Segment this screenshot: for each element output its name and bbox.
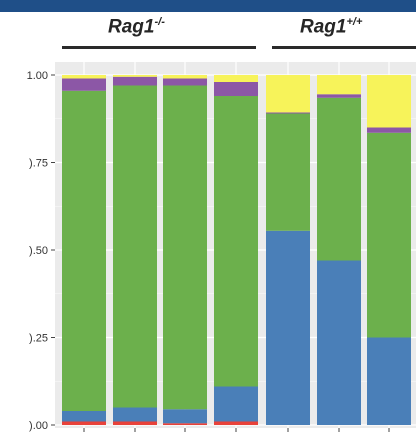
bar-segment (113, 421, 157, 425)
group-bracket-rag1-knockout (62, 46, 256, 49)
y-tick-label: 1.00 (27, 70, 48, 82)
bar-segment (62, 90, 106, 411)
bar-segment (367, 132, 411, 338)
bar-segment (163, 75, 207, 79)
bar-segment (266, 230, 310, 425)
bar-segment (214, 96, 258, 387)
bar-segment (62, 78, 106, 91)
group-label-rag1-wildtype: Rag1+/+ (300, 16, 362, 38)
bar-segment (163, 423, 207, 425)
bar-segment (62, 421, 106, 425)
group-label-superscript: +/+ (346, 16, 363, 28)
bar-segment (317, 97, 361, 261)
y-tick-label: ).50 (29, 245, 48, 257)
group-label-rag1-knockout: Rag1-/- (108, 16, 165, 38)
bar-segment (62, 75, 106, 79)
bar-segment (266, 75, 310, 113)
bar-segment (266, 112, 310, 114)
bar-segment (317, 260, 361, 425)
bar-segment (163, 85, 207, 410)
bar-segment (367, 75, 411, 128)
bar-segment (367, 337, 411, 425)
group-label-text: Rag1 (300, 16, 347, 38)
bar-segment (214, 386, 258, 422)
bar-segment (214, 75, 258, 82)
group-label-text: Rag1 (108, 16, 155, 38)
bar-segment (367, 127, 411, 133)
bar-segment (163, 78, 207, 86)
bar-segment (113, 75, 157, 77)
bar-segment (163, 409, 207, 424)
y-tick-label: ).75 (29, 158, 48, 170)
y-tick-label: ).00 (29, 420, 48, 432)
bar-segment (113, 407, 157, 422)
bar-segment (113, 76, 157, 86)
top-band (0, 0, 416, 12)
bar-segment (113, 85, 157, 408)
bar-segment (266, 113, 310, 231)
bar-segment (214, 82, 258, 96)
bar-segment (214, 421, 258, 425)
group-bracket-rag1-wildtype (272, 46, 416, 49)
bar-segment (317, 94, 361, 98)
group-label-superscript: -/- (154, 16, 165, 28)
bar-segment (317, 75, 361, 95)
y-tick-label: ).25 (29, 333, 48, 345)
bar-segment (62, 411, 106, 422)
